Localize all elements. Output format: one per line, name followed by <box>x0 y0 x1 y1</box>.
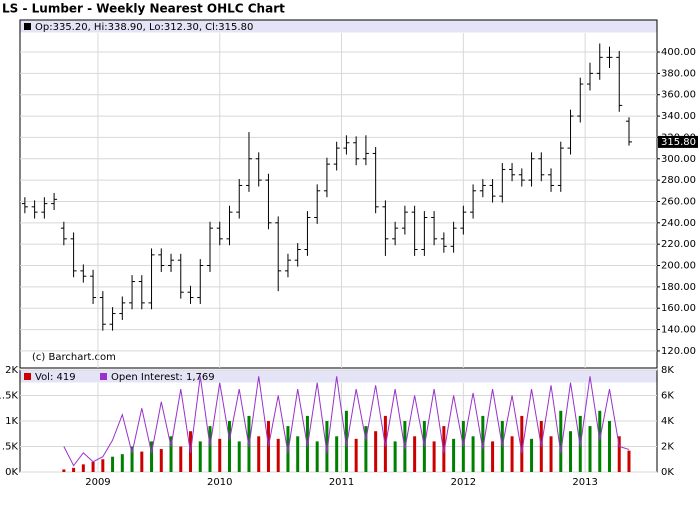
volume-header <box>20 370 657 383</box>
volume-bar <box>91 461 95 472</box>
volume-bar <box>159 449 163 472</box>
y-tick-label: 260.00 <box>661 196 696 207</box>
volume-bar <box>140 451 144 472</box>
volume-bar <box>335 436 339 472</box>
volume-bar <box>169 436 173 472</box>
x-tick-label: 2011 <box>329 477 354 488</box>
volume-bar <box>364 426 368 472</box>
y-tick-label: 280.00 <box>661 175 696 186</box>
y-tick-label: 1.5K <box>0 391 18 402</box>
volume-bar <box>442 426 446 472</box>
volume-bar <box>179 446 183 472</box>
volume-bar <box>510 436 514 472</box>
volume-bar <box>81 464 85 472</box>
y-tick-label: 160.00 <box>661 303 696 314</box>
volume-bar <box>491 441 495 472</box>
volume-bar <box>530 438 534 472</box>
y-tick-label: 380.00 <box>661 68 696 79</box>
x-tick-label: 2013 <box>572 477 597 488</box>
y2-tick-label: 2K <box>661 442 674 453</box>
y-tick-label: 340.00 <box>661 111 696 122</box>
y-tick-label: 180.00 <box>661 282 696 293</box>
volume-bar <box>101 459 105 472</box>
x-tick-label: 2012 <box>451 477 476 488</box>
price-header <box>20 20 657 33</box>
y2-tick-label: 6K <box>661 391 674 402</box>
y-tick-label: 300.00 <box>661 154 696 165</box>
volume-bar <box>481 415 485 472</box>
y-tick-label: 400.00 <box>661 47 696 58</box>
volume-bar <box>520 415 524 472</box>
volume-bar <box>559 410 563 472</box>
chart-title: LS - Lumber - Weekly Nearest OHLC Chart <box>2 2 285 16</box>
volume-bar <box>72 467 76 472</box>
volume-bar <box>374 431 378 472</box>
last-price-label: 315.80 <box>661 137 696 148</box>
volume-bar <box>296 436 300 472</box>
volume-bar <box>62 469 66 472</box>
legend-swatch <box>24 373 31 380</box>
volume-bar <box>227 421 231 472</box>
volume-bar <box>111 456 115 472</box>
y-tick-label: 140.00 <box>661 325 696 336</box>
legend-swatch <box>100 373 107 380</box>
volume-bar <box>344 410 348 472</box>
volume-bar <box>432 441 436 472</box>
volume-bar <box>354 438 358 472</box>
volume-bar <box>286 426 290 472</box>
y-tick-label: 120.00 <box>661 346 696 357</box>
volume-bar <box>588 426 592 472</box>
volume-bar <box>598 410 602 472</box>
legend-label: Open Interest: 1,769 <box>111 372 215 383</box>
y2-tick-label: 4K <box>661 416 674 427</box>
y-tick-label: 0K <box>5 467 18 478</box>
volume-bar <box>325 421 329 472</box>
volume-bar <box>569 431 573 472</box>
volume-bar <box>549 436 553 472</box>
y2-tick-label: 8K <box>661 365 674 376</box>
volume-bar <box>413 436 417 472</box>
header-icon <box>24 23 31 30</box>
volume-bar <box>471 436 475 472</box>
y-tick-label: 360.00 <box>661 90 696 101</box>
volume-bar <box>120 454 124 472</box>
volume-bar <box>393 441 397 472</box>
last-price-box <box>658 135 698 148</box>
volume-bar <box>276 438 280 472</box>
volume-bar <box>208 426 212 472</box>
y-tick-label: 240.00 <box>661 218 696 229</box>
volume-bar <box>237 441 241 472</box>
legend-label: Vol: 419 <box>35 372 76 383</box>
volume-bar <box>617 436 621 472</box>
y-tick-label: 220.00 <box>661 239 696 250</box>
y-tick-label: 1K <box>5 416 18 427</box>
y-tick-label: .5K <box>2 442 19 453</box>
y-tick-label: 2K <box>5 365 18 376</box>
volume-bar <box>607 421 611 472</box>
volume-bar <box>257 436 261 472</box>
y2-tick-label: 0K <box>661 467 674 478</box>
x-tick-label: 2010 <box>207 477 232 488</box>
volume-bar <box>198 441 202 472</box>
open-interest-line <box>63 376 630 467</box>
volume-bar <box>150 441 154 472</box>
volume-bar <box>627 450 631 472</box>
x-tick-label: 2009 <box>85 477 110 488</box>
price-panel <box>19 19 658 369</box>
volume-bar <box>452 438 456 472</box>
volume-bar <box>315 441 319 472</box>
volume-bar <box>218 438 222 472</box>
watermark: (c) Barchart.com <box>32 352 116 363</box>
ohlc-summary: Op:335.20, Hi:338.90, Lo:312.30, Cl:315.… <box>35 22 253 33</box>
y-tick-label: 200.00 <box>661 261 696 272</box>
volume-bar <box>130 446 134 472</box>
